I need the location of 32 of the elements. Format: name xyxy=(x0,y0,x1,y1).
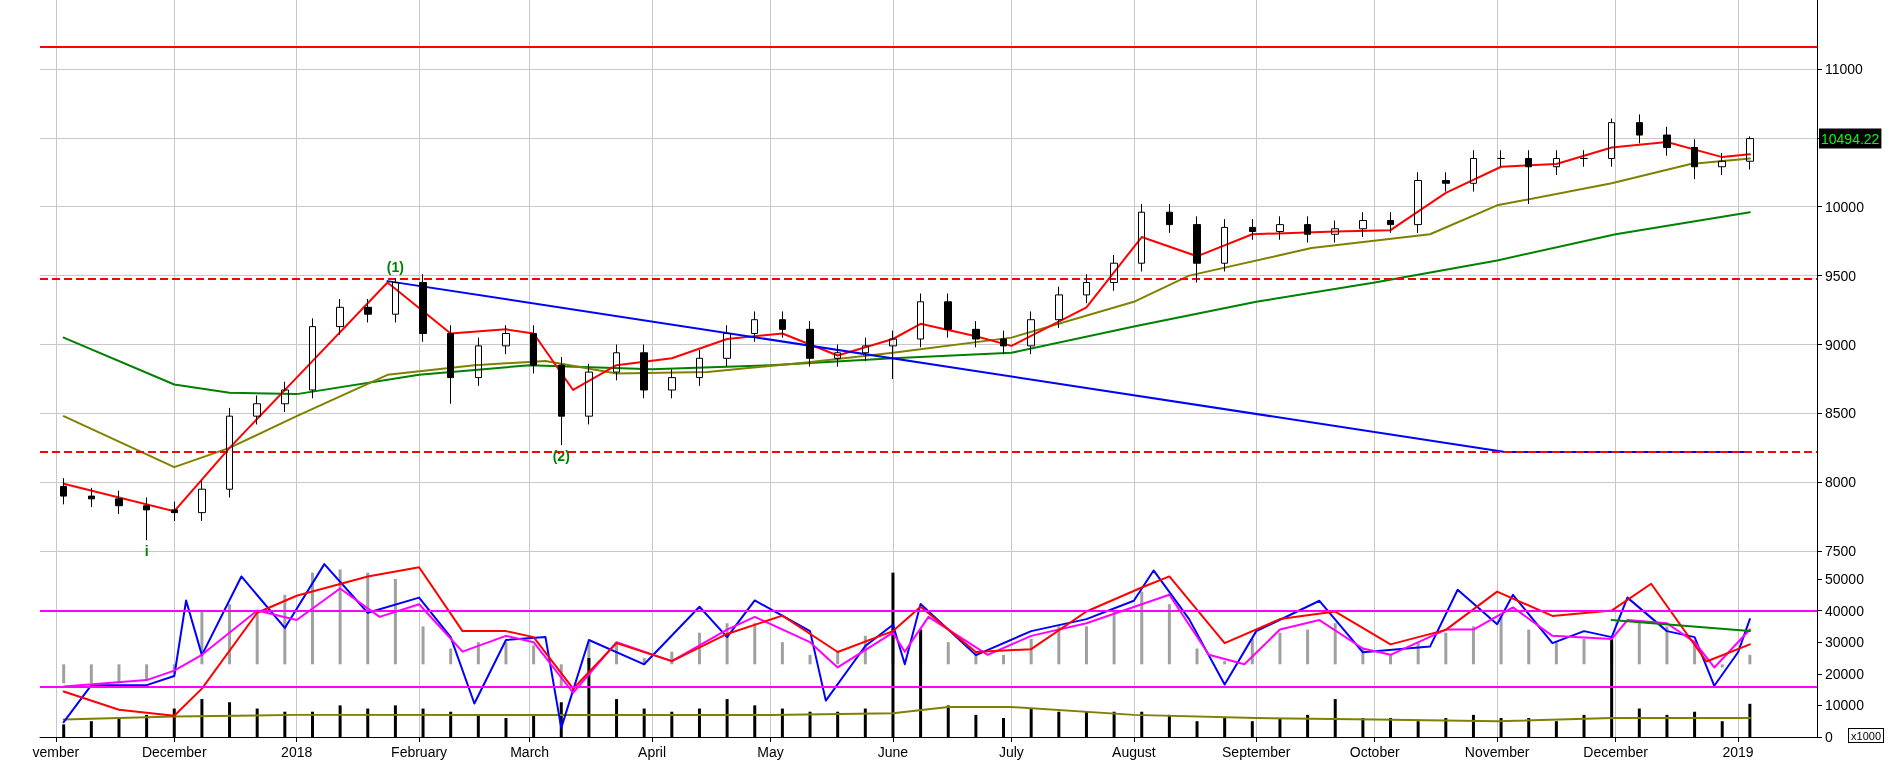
x-tick-label: September xyxy=(1222,744,1291,760)
x-tick-label: May xyxy=(757,744,784,760)
y-tick-label: 7500 xyxy=(1825,543,1857,560)
x-tick-label: February xyxy=(391,744,448,760)
y-tick-label: 11000 xyxy=(1825,60,1864,77)
text: x1000 xyxy=(1851,729,1882,742)
x-tick-label: March xyxy=(510,744,550,760)
x-tick-label: 2019 xyxy=(1722,744,1754,760)
x-tick-label: 2018 xyxy=(281,744,313,760)
y-tick-label: 40000 xyxy=(1825,602,1865,619)
y-tick-label: 30000 xyxy=(1825,634,1865,651)
y-tick-label: 10000 xyxy=(1825,198,1865,215)
text: 10494.22 xyxy=(1821,130,1880,147)
y-tick-label: 8000 xyxy=(1825,474,1857,491)
annotation: (1) xyxy=(386,259,404,276)
y-tick-label: 20000 xyxy=(1825,665,1865,682)
x-tick-label: April xyxy=(638,744,667,760)
y-tick-label: 9500 xyxy=(1825,267,1857,284)
x-tick-label: August xyxy=(1112,744,1156,760)
y-tick-label: 0 xyxy=(1825,729,1833,745)
x-tick-label: November xyxy=(1464,744,1530,760)
y-tick-label: 8500 xyxy=(1825,405,1857,422)
y-tick-label: 9000 xyxy=(1825,336,1857,353)
x-tick-label: October xyxy=(1349,744,1400,760)
x-tick-label: December xyxy=(1583,744,1649,760)
y-tick-label: 50000 xyxy=(1825,570,1865,587)
annotation: i xyxy=(144,543,149,560)
x-tick-label: June xyxy=(877,744,909,760)
x-tick-label: July xyxy=(998,744,1024,760)
x-tick-label: vember xyxy=(32,744,80,760)
y-tick-label: 10000 xyxy=(1825,697,1865,714)
x-tick-label: December xyxy=(141,744,207,760)
